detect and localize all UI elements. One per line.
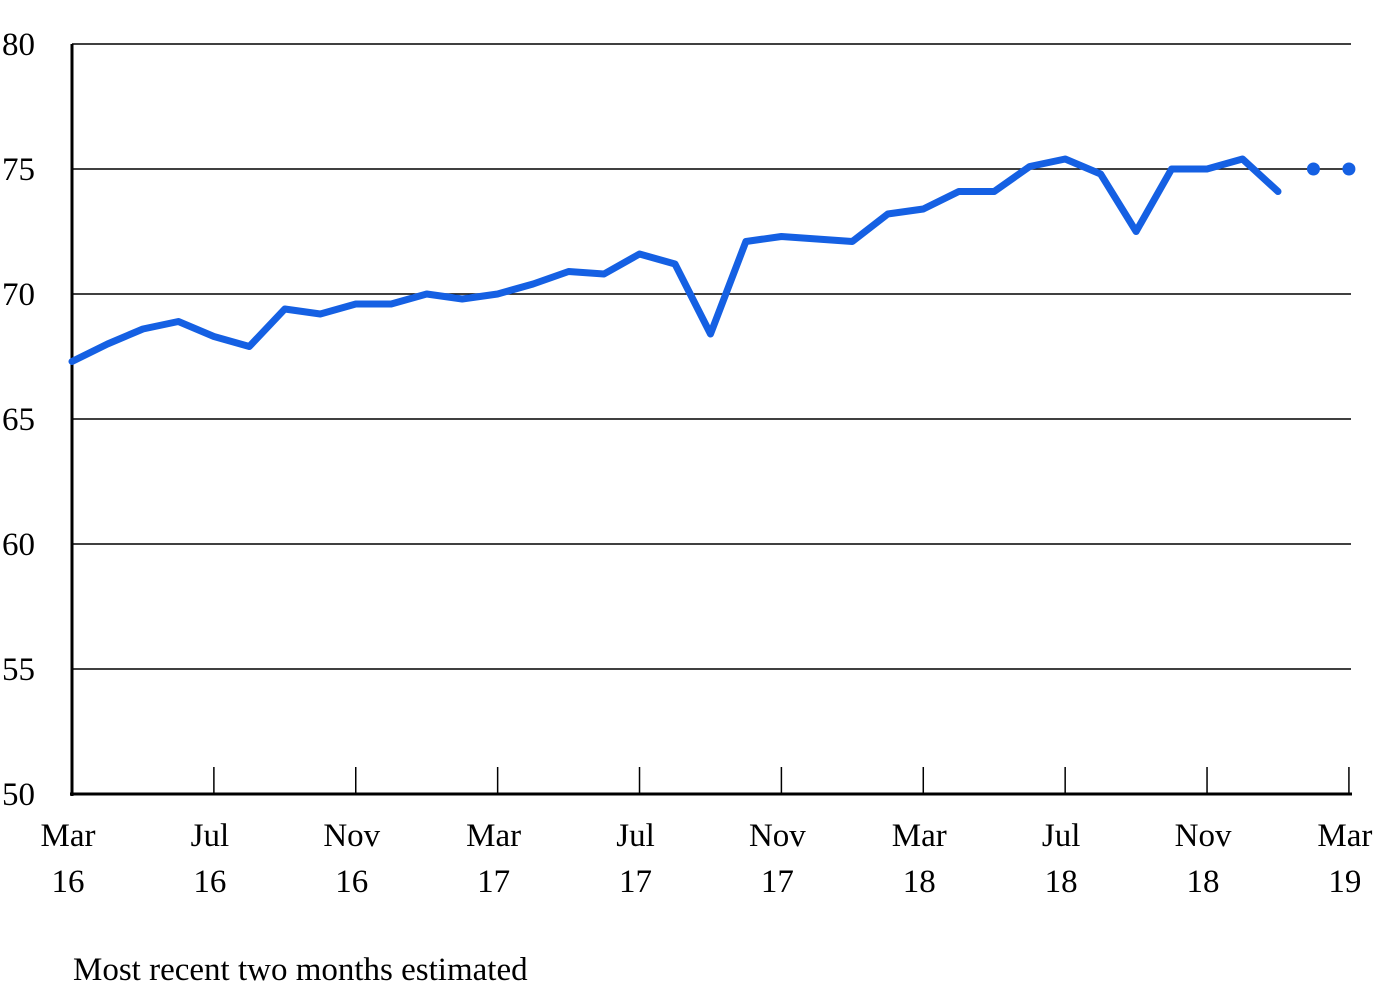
y-tick-labels: 50 55 60 65 70 75 80 [2, 27, 35, 813]
x-tick-year: 18 [1187, 864, 1220, 900]
y-tick-label: 70 [2, 277, 35, 313]
series-layer [68, 155, 1356, 365]
x-tick-month: Jul [191, 818, 230, 854]
x-tick-year: 17 [477, 864, 510, 900]
x-tick-year: 17 [761, 864, 794, 900]
series-line-actual [68, 155, 1282, 365]
x-tick-month: Nov [323, 818, 380, 854]
y-tick-label: 75 [2, 152, 35, 188]
x-tick-year: 16 [335, 864, 368, 900]
estimated-point [1306, 162, 1320, 176]
x-tick-year: 16 [193, 864, 226, 900]
y-tick-label: 60 [2, 527, 35, 563]
y-tick-label: 50 [2, 777, 35, 813]
footnote: Most recent two months estimated [73, 952, 528, 988]
estimated-point [1342, 162, 1356, 176]
y-tick-label: 80 [2, 27, 35, 63]
x-tick-month: Mar [41, 818, 96, 854]
x-tick-labels: Mar 16 Jul 16 Nov 16 Mar 17 Jul 17 Nov 17 Mar 18 Jul 18… [41, 818, 1373, 900]
y-tick-label: 65 [2, 402, 35, 438]
x-tick-year: 16 [52, 864, 85, 900]
axes [70, 44, 1352, 796]
y-tick-label: 55 [2, 652, 35, 688]
x-tick-year: 18 [903, 864, 936, 900]
x-tick-month: Nov [1175, 818, 1232, 854]
gridlines [72, 43, 1351, 670]
x-tick-month: Jul [1042, 818, 1081, 854]
x-tick-year: 17 [619, 864, 652, 900]
x-tick-month: Jul [616, 818, 655, 854]
x-tick-month: Nov [749, 818, 806, 854]
x-tick-year: 18 [1045, 864, 1078, 900]
x-tick-year: 19 [1328, 864, 1361, 900]
x-tick-month: Mar [466, 818, 521, 854]
x-tick-month: Mar [892, 818, 947, 854]
x-tick-month: Mar [1317, 818, 1372, 854]
